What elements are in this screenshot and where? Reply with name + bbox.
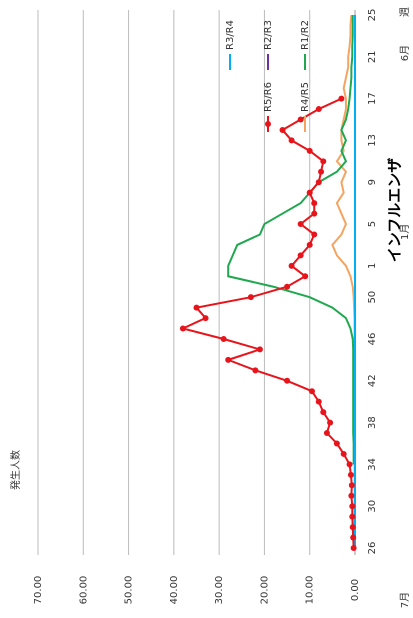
point: [350, 534, 357, 541]
point: [350, 545, 357, 551]
series-line: [179, 97, 355, 549]
point: [349, 513, 356, 520]
x-tick-label: 21: [367, 50, 378, 63]
y-tick-label: 50.00: [124, 576, 135, 605]
point: [252, 367, 259, 374]
legend-label: R2/R3: [263, 20, 274, 50]
point: [202, 315, 209, 322]
point: [311, 210, 318, 217]
point: [311, 200, 318, 207]
point: [225, 356, 232, 363]
legend-label: R4/R5: [300, 82, 311, 112]
point: [288, 262, 295, 269]
y-tick-label: 30.00: [214, 576, 225, 605]
point: [284, 377, 291, 384]
y-tick-label: 40.00: [169, 576, 180, 605]
y-tick-label: 20.00: [259, 576, 270, 605]
point: [348, 492, 355, 499]
point: [346, 461, 353, 468]
x-tick-label: 34: [367, 458, 378, 471]
point: [306, 189, 313, 196]
point: [315, 179, 322, 186]
x-tick-label: 30: [367, 500, 378, 513]
x-axis-title: 週: [399, 7, 411, 17]
point: [349, 503, 356, 510]
point: [340, 450, 347, 457]
point: [347, 471, 354, 478]
point: [315, 398, 322, 405]
point: [318, 168, 325, 175]
month-label: 1月: [399, 224, 411, 240]
x-tick-label: 9: [367, 179, 378, 185]
y-tick-label: 0.00: [350, 579, 361, 601]
point: [179, 325, 186, 332]
point: [297, 221, 304, 228]
point: [220, 335, 227, 342]
point: [333, 440, 340, 447]
legend-label: R1/R2: [300, 20, 311, 50]
point: [327, 419, 334, 426]
x-tick-label: 13: [367, 134, 378, 147]
point: [323, 430, 330, 437]
x-tick-label: 5: [367, 221, 378, 227]
point: [315, 106, 322, 113]
point: [308, 388, 315, 395]
point: [320, 158, 327, 165]
x-tick-label: 17: [367, 92, 378, 105]
point: [247, 294, 254, 301]
legend-marker: [265, 121, 271, 127]
point: [297, 116, 304, 123]
month-label: 7月: [399, 592, 411, 608]
point: [288, 137, 295, 144]
point: [320, 409, 327, 416]
point: [348, 482, 355, 489]
x-tick-label: 50: [367, 291, 378, 304]
series-line: [331, 14, 356, 548]
point: [279, 126, 286, 133]
point: [297, 252, 304, 259]
point: [306, 147, 313, 154]
x-tick-label: 42: [367, 374, 378, 387]
point: [306, 241, 313, 248]
point: [338, 95, 345, 102]
legend-label: R3/R4: [225, 20, 236, 50]
point: [256, 346, 263, 353]
point: [284, 283, 291, 290]
x-tick-label: 1: [367, 263, 378, 269]
x-tick-label: 46: [367, 333, 378, 346]
chart-title: インフルエンザ: [386, 158, 404, 263]
x-tick-label: 25: [367, 9, 378, 22]
point: [349, 524, 356, 531]
y-tick-label: 70.00: [33, 576, 44, 605]
y-axis-title: 発生人数: [9, 450, 22, 490]
legend-label: R5/R6: [263, 82, 274, 112]
point: [311, 231, 318, 238]
x-tick-label: 26: [367, 542, 378, 555]
y-tick-label: 60.00: [78, 576, 89, 605]
point: [302, 273, 309, 280]
point: [193, 304, 200, 311]
series-line: [227, 15, 355, 465]
y-tick-label: 10.00: [305, 576, 316, 605]
x-tick-label: 38: [367, 416, 378, 429]
month-label: 6月: [399, 45, 411, 61]
